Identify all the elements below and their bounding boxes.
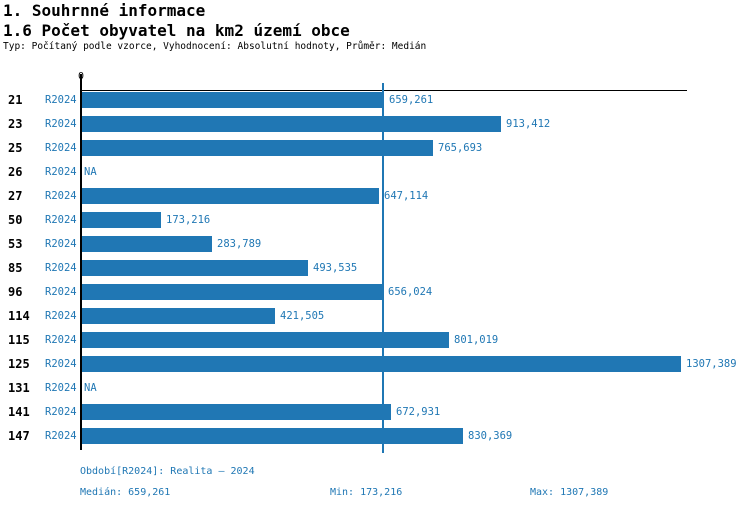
value-label: 647,114 bbox=[384, 190, 429, 202]
value-label: 830,369 bbox=[468, 430, 513, 442]
bar-row: 114 R2024 421,505 bbox=[0, 308, 750, 332]
value-bar bbox=[82, 284, 383, 300]
median-reference-line bbox=[382, 83, 384, 453]
footer-max: Max: 1307,389 bbox=[530, 487, 609, 498]
series-period-label: R2024 bbox=[45, 310, 77, 322]
value-bar bbox=[82, 236, 212, 252]
value-label: NA bbox=[84, 166, 97, 178]
value-label: 1307,389 bbox=[686, 358, 737, 370]
category-label: 141 bbox=[8, 405, 30, 419]
value-bar bbox=[82, 116, 501, 132]
category-label: 131 bbox=[8, 381, 30, 395]
value-label: NA bbox=[84, 382, 97, 394]
category-label: 147 bbox=[8, 429, 30, 443]
category-label: 23 bbox=[8, 117, 23, 131]
section-title: 1. Souhrnné informace bbox=[3, 1, 206, 20]
footer-median: Medián: 659,261 bbox=[80, 487, 171, 498]
series-period-label: R2024 bbox=[45, 358, 77, 370]
series-period-label: R2024 bbox=[45, 214, 77, 226]
category-label: 27 bbox=[8, 189, 23, 203]
category-label: 53 bbox=[8, 237, 23, 251]
bar-row: 85 R2024 493,535 bbox=[0, 260, 750, 284]
bar-row: 27 R2024 647,114 bbox=[0, 188, 750, 212]
bar-row: 131 R2024 NA bbox=[0, 380, 750, 404]
value-label: 765,693 bbox=[438, 142, 483, 154]
series-period-label: R2024 bbox=[45, 94, 77, 106]
series-period-label: R2024 bbox=[45, 262, 77, 274]
category-label: 25 bbox=[8, 141, 23, 155]
footer-min: Min: 173,216 bbox=[330, 487, 403, 498]
series-period-label: R2024 bbox=[45, 382, 77, 394]
value-bar bbox=[82, 260, 308, 276]
x-axis-line bbox=[81, 90, 687, 91]
value-label: 659,261 bbox=[389, 94, 434, 106]
bar-row: 23 R2024 913,412 bbox=[0, 116, 750, 140]
series-period-label: R2024 bbox=[45, 118, 77, 130]
series-period-label: R2024 bbox=[45, 406, 77, 418]
bar-row: 147 R2024 830,369 bbox=[0, 428, 750, 452]
bar-row: 50 R2024 173,216 bbox=[0, 212, 750, 236]
category-label: 115 bbox=[8, 333, 30, 347]
series-period-label: R2024 bbox=[45, 190, 77, 202]
bar-row: 115 R2024 801,019 bbox=[0, 332, 750, 356]
category-label: 21 bbox=[8, 93, 23, 107]
bar-row: 125 R2024 1307,389 bbox=[0, 356, 750, 380]
chart-subtitle: Typ: Počítaný podle vzorce, Vyhodnocení:… bbox=[3, 41, 427, 52]
value-bar bbox=[82, 92, 384, 108]
value-label: 283,789 bbox=[217, 238, 262, 250]
series-period-label: R2024 bbox=[45, 286, 77, 298]
bar-row: 25 R2024 765,693 bbox=[0, 140, 750, 164]
value-bar bbox=[82, 404, 391, 420]
bar-row: 53 R2024 283,789 bbox=[0, 236, 750, 260]
bar-row: 141 R2024 672,931 bbox=[0, 404, 750, 428]
bar-row: 21 R2024 659,261 bbox=[0, 92, 750, 116]
category-label: 26 bbox=[8, 165, 23, 179]
category-label: 50 bbox=[8, 213, 23, 227]
chart-title: 1.6 Počet obyvatel na km2 území obce bbox=[3, 21, 350, 40]
value-label: 656,024 bbox=[388, 286, 433, 298]
value-label: 421,505 bbox=[280, 310, 325, 322]
series-period-label: R2024 bbox=[45, 430, 77, 442]
series-period-label: R2024 bbox=[45, 142, 77, 154]
value-bar bbox=[82, 188, 379, 204]
value-label: 801,019 bbox=[454, 334, 499, 346]
value-label: 672,931 bbox=[396, 406, 441, 418]
value-bar bbox=[82, 356, 681, 372]
category-label: 125 bbox=[8, 357, 30, 371]
bar-row: 26 R2024 NA bbox=[0, 164, 750, 188]
category-label: 96 bbox=[8, 285, 23, 299]
footer-period: Období[R2024]: Realita – 2024 bbox=[80, 466, 255, 477]
value-bar bbox=[82, 140, 433, 156]
value-bar bbox=[82, 212, 161, 228]
y-axis-line bbox=[80, 74, 82, 450]
category-label: 114 bbox=[8, 309, 30, 323]
value-label: 173,216 bbox=[166, 214, 211, 226]
category-label: 85 bbox=[8, 261, 23, 275]
value-label: 493,535 bbox=[313, 262, 358, 274]
value-label: 913,412 bbox=[506, 118, 551, 130]
value-bar bbox=[82, 308, 275, 324]
series-period-label: R2024 bbox=[45, 238, 77, 250]
series-period-label: R2024 bbox=[45, 334, 77, 346]
bar-row: 96 R2024 656,024 bbox=[0, 284, 750, 308]
value-bar bbox=[82, 332, 449, 348]
series-period-label: R2024 bbox=[45, 166, 77, 178]
value-bar bbox=[82, 428, 463, 444]
bar-rows: 21 R2024 659,261 23 R2024 913,412 25 R20… bbox=[0, 92, 750, 452]
